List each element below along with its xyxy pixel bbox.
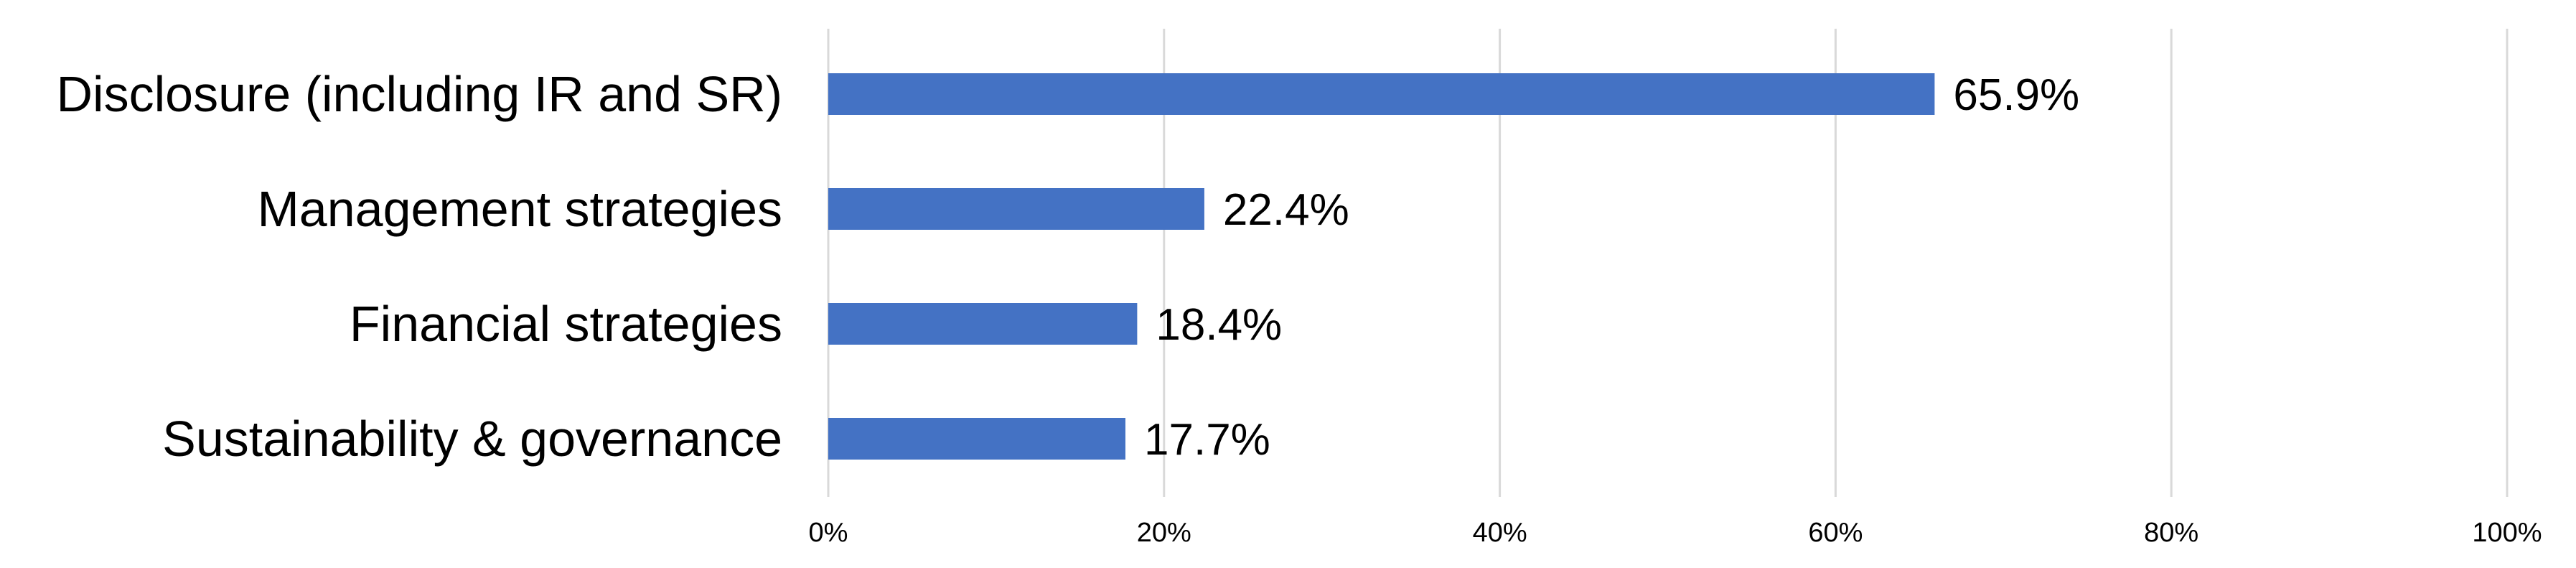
category-label: Sustainability & governance bbox=[162, 411, 782, 467]
category-labels: Disclosure (including IR and SR) Manageme… bbox=[56, 66, 782, 467]
value-label: 18.4% bbox=[1156, 300, 1282, 350]
x-tick-label: 100% bbox=[2472, 518, 2542, 548]
x-tick-label: 0% bbox=[809, 518, 848, 548]
x-tick-label: 60% bbox=[1808, 518, 1863, 548]
category-label: Management strategies bbox=[257, 181, 782, 237]
value-labels: 65.9% 22.4% 18.4% 17.7% bbox=[1144, 70, 2079, 465]
x-tick-label: 80% bbox=[2144, 518, 2198, 548]
bars bbox=[828, 73, 1935, 460]
x-axis-tick-labels: 0% 20% 40% 60% 80% 100% bbox=[809, 518, 2542, 548]
bar bbox=[828, 73, 1935, 115]
category-label: Disclosure (including IR and SR) bbox=[56, 66, 782, 122]
bar bbox=[828, 418, 1126, 460]
x-tick-label: 20% bbox=[1137, 518, 1191, 548]
bar bbox=[828, 303, 1138, 345]
value-label: 65.9% bbox=[1953, 70, 2079, 120]
x-tick-label: 40% bbox=[1473, 518, 1527, 548]
value-label: 22.4% bbox=[1223, 185, 1349, 235]
bar bbox=[828, 188, 1204, 230]
category-label: Financial strategies bbox=[350, 296, 782, 352]
value-label: 17.7% bbox=[1144, 415, 1270, 465]
